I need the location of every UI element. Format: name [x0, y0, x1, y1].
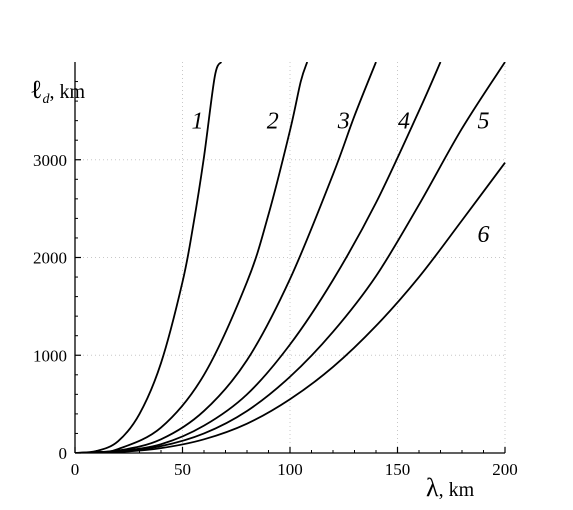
series-label-4: 4: [398, 109, 410, 135]
x-axis-title: λ, km: [426, 473, 475, 502]
series-line-4: [75, 62, 442, 453]
x-axis-unit: , km: [439, 479, 475, 501]
x-tick-label: 0: [71, 460, 80, 479]
x-tick-label: 50: [174, 460, 191, 479]
y-axis-unit: , km: [49, 81, 85, 103]
series-line-6: [75, 162, 506, 453]
x-tick-label: 100: [277, 460, 303, 479]
series-line-3: [75, 62, 377, 453]
y-tick-label: 3000: [33, 151, 67, 170]
labels: 1 2 3 4 5 6: [192, 109, 490, 248]
series-label-2: 2: [267, 109, 279, 135]
y-tick-label: 0: [59, 444, 68, 463]
minor-ticks: [75, 81, 484, 453]
grid: [75, 62, 506, 453]
y-axis-subscript: d: [42, 92, 50, 107]
series-line-5: [75, 62, 506, 453]
x-axis-symbol: λ: [426, 473, 439, 502]
series-label-3: 3: [337, 109, 350, 135]
x-tick-label: 200: [492, 460, 518, 479]
curves: [75, 62, 506, 453]
y-tick-label: 2000: [33, 249, 67, 268]
series-label-5: 5: [478, 109, 490, 135]
series-label-6: 6: [478, 222, 490, 248]
x-tick-label: 150: [385, 460, 411, 479]
y-axis-symbol: ℓ: [30, 75, 42, 104]
y-axis-title: ℓd, km: [30, 75, 85, 107]
y-tick-label: 1000: [33, 346, 67, 365]
series-line-1: [75, 62, 223, 453]
series-label-1: 1: [192, 109, 204, 135]
